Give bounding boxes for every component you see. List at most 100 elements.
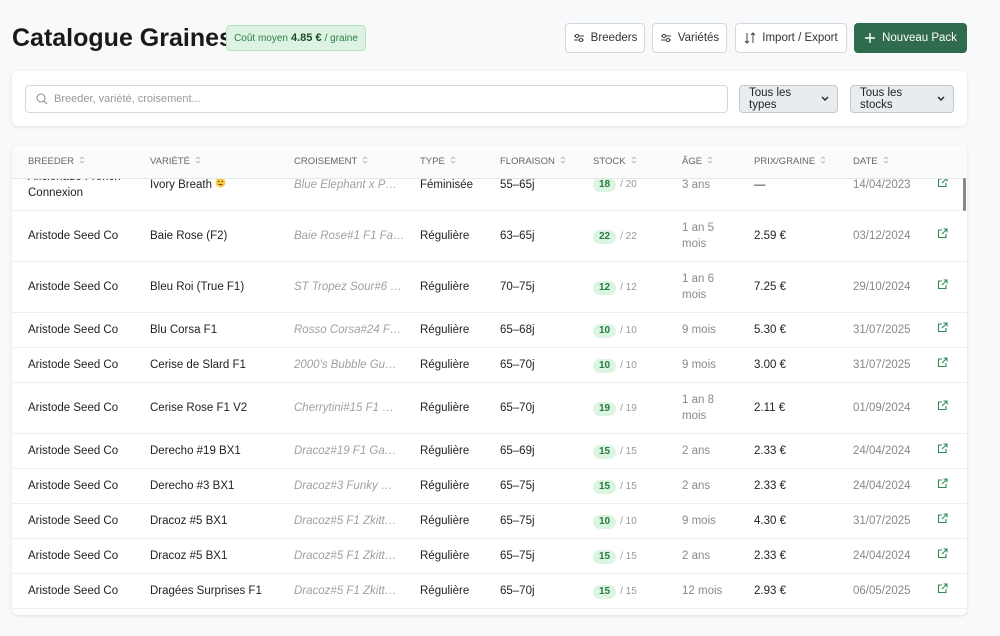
external-link-icon[interactable] bbox=[937, 548, 948, 559]
avg-cost-badge: Coût moyen 4.85 € / graine bbox=[226, 25, 366, 51]
sort-icon bbox=[450, 156, 456, 164]
breeder: Aficionado French Connexion bbox=[12, 178, 138, 211]
stock-pill: 15 bbox=[593, 549, 617, 564]
select-label: Tous les types bbox=[749, 87, 792, 111]
table-row[interactable]: Aristode Seed Co Baie Rose (F2) Baie Rose#… bbox=[12, 210, 967, 262]
price: 7.25 € bbox=[742, 261, 841, 313]
type: Régulière bbox=[408, 210, 488, 262]
breeder: Aristode Seed Co bbox=[12, 347, 138, 383]
table-row[interactable]: Aristode Seed Co Dragées Surprises F1 Drac… bbox=[12, 573, 967, 609]
breeder: Aristode Seed Co bbox=[12, 538, 138, 574]
table-row[interactable]: Aristode Seed Co Cerise de Slard F1 2000's… bbox=[12, 347, 967, 383]
column-header[interactable]: PRIX/GRAINE bbox=[742, 145, 841, 179]
link-cell bbox=[925, 538, 967, 574]
external-link-icon[interactable] bbox=[937, 583, 948, 594]
flowering: 65–75j bbox=[488, 503, 581, 539]
column-header[interactable]: ÂGE bbox=[670, 145, 742, 179]
date: 24/04/2024 bbox=[841, 433, 925, 469]
import-export-button[interactable]: Import / Export bbox=[735, 23, 847, 53]
column-header[interactable]: TYPE bbox=[408, 145, 488, 179]
stock-pill: 15 bbox=[593, 584, 617, 599]
stock-pill: 12 bbox=[593, 280, 617, 295]
external-link-icon[interactable] bbox=[937, 443, 948, 454]
breeders-button[interactable]: Breeders bbox=[565, 23, 645, 53]
column-header-empty bbox=[925, 145, 967, 179]
external-link-icon[interactable] bbox=[937, 228, 948, 239]
variety: Dracoz #5 BX1 bbox=[138, 503, 282, 539]
sort-icon bbox=[820, 156, 826, 164]
variety: Dracoz #5 BX1 bbox=[138, 538, 282, 574]
table-row[interactable]: Aristode Seed Co Derecho #3 BX1 Dracoz#3 F… bbox=[12, 468, 967, 504]
scrollbar bbox=[963, 178, 966, 211]
external-link-icon[interactable] bbox=[937, 400, 948, 411]
stock-total: / 15 bbox=[620, 550, 637, 562]
column-header[interactable]: BREEDER bbox=[12, 145, 138, 179]
icon bbox=[865, 33, 876, 43]
variety-name: Blu Corsa F1 bbox=[150, 324, 218, 336]
sort-icon bbox=[79, 156, 85, 164]
table-row[interactable]: Aristode Seed Co Bleu Roi (True F1) ST Tro… bbox=[12, 261, 967, 313]
table-row[interactable]: Aristode Seed Co Cerise Rose F1 V2 Cherryt… bbox=[12, 382, 967, 434]
stock-total: / 15 bbox=[620, 480, 637, 492]
table-row[interactable]: Aristode Seed Co Dracoz #5 BX1 Dracoz#5 F1… bbox=[12, 503, 967, 539]
date: 31/07/2025 bbox=[841, 347, 925, 383]
external-link-icon[interactable] bbox=[937, 478, 948, 489]
search-placeholder: Breeder, variété, croisement... bbox=[54, 93, 201, 105]
column-header[interactable]: STOCK bbox=[581, 145, 670, 179]
date: 24/04/2024 bbox=[841, 538, 925, 574]
varieties-button[interactable]: Variétés bbox=[652, 23, 727, 53]
type: Régulière bbox=[408, 312, 488, 348]
variety: Cerise Rose F1 V2 bbox=[138, 382, 282, 434]
type: Régulière bbox=[408, 382, 488, 434]
stock-total: / 20 bbox=[620, 179, 637, 191]
link-cell bbox=[925, 312, 967, 348]
external-link-icon[interactable] bbox=[937, 513, 948, 524]
cross: Baie Rose#1 F1 Fa… bbox=[282, 210, 408, 262]
breeder: Aristode Seed Co bbox=[12, 210, 138, 262]
stock: 15/ 15 bbox=[581, 468, 670, 504]
page-title: Catalogue Graines bbox=[12, 24, 233, 52]
column-header[interactable]: CROISEMENT bbox=[282, 145, 408, 179]
external-link-icon[interactable] bbox=[937, 279, 948, 290]
type: Régulière bbox=[408, 347, 488, 383]
stock-pill: 19 bbox=[593, 401, 617, 416]
date: 01/09/2024 bbox=[841, 382, 925, 434]
table-row[interactable]: Aristode Seed Co Derecho #19 BX1 Dracoz#19… bbox=[12, 433, 967, 469]
breeder: Aristode Seed Co bbox=[12, 503, 138, 539]
stock-pill: 10 bbox=[593, 514, 617, 529]
external-link-icon[interactable] bbox=[937, 178, 948, 188]
stock-select[interactable]: Tous les stocks bbox=[850, 85, 954, 113]
link-cell bbox=[925, 503, 967, 539]
age: 2 ans bbox=[670, 433, 742, 469]
stock-pill: 22 bbox=[593, 229, 617, 244]
table-row[interactable]: Aristode Seed Co Dracoz #5 BX1 Dracoz#5 F1… bbox=[12, 538, 967, 574]
breeder: Aristode Seed Co bbox=[12, 433, 138, 469]
flowering: 65–69j bbox=[488, 433, 581, 469]
link-cell bbox=[925, 210, 967, 262]
stock-pill: 15 bbox=[593, 479, 617, 494]
cross: Dracoz#19 F1 Ga… bbox=[282, 433, 408, 469]
type: Régulière bbox=[408, 261, 488, 313]
external-link-icon[interactable] bbox=[937, 322, 948, 333]
variety: Baie Rose (F2) bbox=[138, 210, 282, 262]
new-pack-button[interactable]: Nouveau Pack bbox=[854, 23, 967, 53]
external-link-icon[interactable] bbox=[937, 357, 948, 368]
column-header[interactable]: FLORAISON bbox=[488, 145, 581, 179]
type-select[interactable]: Tous les types bbox=[739, 85, 838, 113]
column-header[interactable]: DATE bbox=[841, 145, 925, 179]
variety: Blu Corsa F1 bbox=[138, 312, 282, 348]
table-row[interactable]: Aristode Seed Co Blu Corsa F1 Rosso Corsa#… bbox=[12, 312, 967, 348]
column-header[interactable]: VARIÉTÉ bbox=[138, 145, 282, 179]
column-label: BREEDER bbox=[28, 155, 74, 167]
sort-icon bbox=[362, 156, 368, 164]
stock: 15/ 15 bbox=[581, 433, 670, 469]
stock: 18/ 20 bbox=[581, 178, 670, 211]
chevron bbox=[821, 96, 829, 101]
search-input[interactable]: Breeder, variété, croisement... bbox=[25, 85, 728, 113]
sort-icon bbox=[883, 156, 888, 164]
sort-icon bbox=[195, 156, 201, 164]
search-icon bbox=[36, 93, 48, 105]
breeder: Aristode Seed Co bbox=[12, 261, 138, 313]
link-cell bbox=[925, 382, 967, 434]
